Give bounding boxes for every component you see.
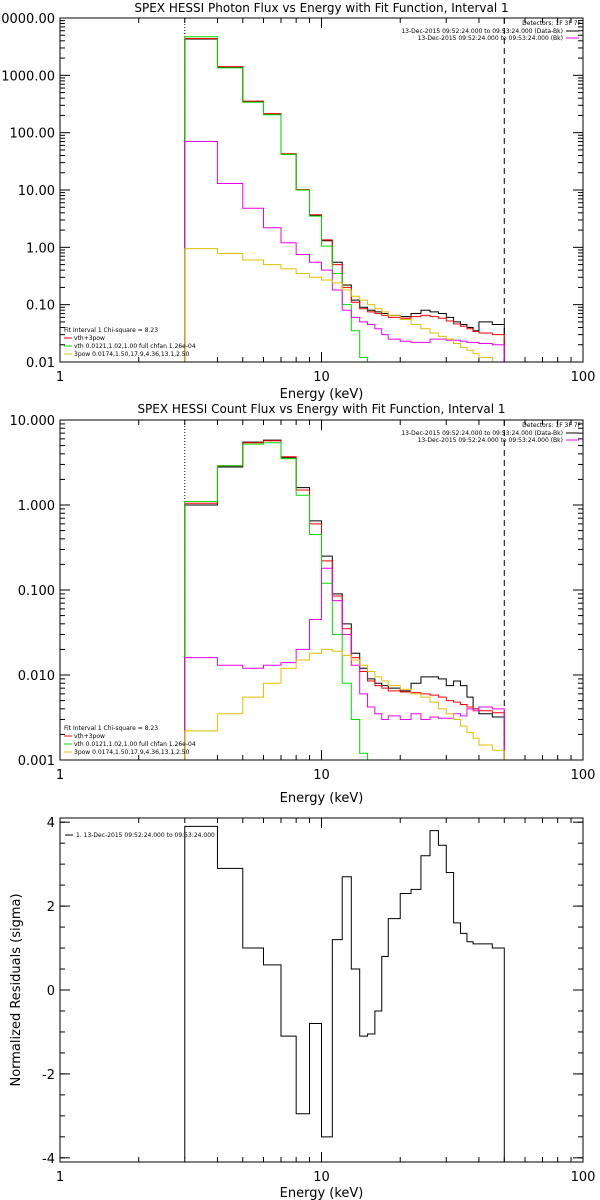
- series-magenta-line: [184, 141, 505, 362]
- series-green-line: [184, 442, 369, 760]
- x-tick-label: 10: [313, 1170, 330, 1185]
- plot-frame: [59, 419, 584, 761]
- x-tick-label: 10: [313, 768, 330, 783]
- y-tick-label: 1.00: [26, 241, 55, 256]
- legend-entry: Fit Interval 1 Chi-square = 8.23: [64, 725, 158, 732]
- plot-frame: [59, 17, 584, 363]
- series-red-line: [184, 440, 505, 760]
- series-green-line: [184, 36, 375, 362]
- legend-entry: vth+3pow: [74, 733, 105, 740]
- detector-label: Detectors: 1F 3F 7F: [522, 422, 581, 429]
- residuals-panel: Energy (keV) Normalized Residuals (sigma)…: [9, 816, 595, 1200]
- x-tick-label: 1: [56, 370, 64, 385]
- y-tick-label: 100.00: [10, 127, 56, 142]
- y-tick-label: 10000.00: [0, 12, 55, 27]
- y-tick-label: 0: [47, 984, 55, 999]
- y-tick-label: 0.001: [18, 754, 55, 769]
- y-tick-label: 1000.00: [1, 69, 55, 84]
- y-tick-label: 4: [47, 816, 55, 831]
- y-axis-label: Normalized Residuals (sigma): [9, 893, 24, 1086]
- x-tick-label: 100: [571, 1170, 596, 1185]
- series-black-line: [184, 38, 505, 362]
- series-red-line: [184, 37, 505, 362]
- y-tick-label: -4: [42, 1152, 55, 1167]
- count-flux-panel: SPEX HESSI Count Flux vs Energy with Fit…: [10, 402, 596, 806]
- x-tick-label: 10: [313, 370, 330, 385]
- y-tick-label: 1.000: [18, 499, 55, 514]
- legend-entry: 3pow 0.0174,1.50,17.9,4.36,13.1,2.50: [74, 749, 190, 756]
- y-tick-label: 0.100: [18, 584, 55, 599]
- legend-entry: 13-Dec-2015 09:52:24.000 to 09:53:24.000…: [418, 35, 563, 42]
- photon-flux-panel: SPEX HESSI Photon Flux vs Energy with Fi…: [0, 1, 595, 402]
- legend-entry: vth 0.0121,1.02,1.00 full chfan 1.26e-04: [74, 741, 196, 748]
- series-magenta-line: [184, 567, 505, 760]
- legend-entry: vth 0.0121,1.02,1.00 full chfan 1.26e-04: [74, 343, 196, 350]
- series-black-line: [184, 439, 505, 760]
- legend-entry: 13-Dec-2015 09:52:24.000 to 09:53:24.000…: [418, 437, 563, 444]
- y-tick-label: 10.00: [18, 184, 55, 199]
- x-axis-label: Energy (keV): [280, 1186, 364, 1200]
- legend-entry: vth+3pow: [74, 335, 105, 342]
- plot-frame: [59, 817, 584, 1163]
- series-yellow-line: [184, 248, 505, 362]
- y-tick-label: -2: [42, 1068, 55, 1083]
- x-tick-label: 100: [571, 768, 596, 783]
- legend-entry: 13-Dec-2015 09:52:24.000 to 09:53:24.000…: [401, 28, 563, 35]
- legend-entry: 13-Dec-2015 09:52:24.000 to 09:53:24.000…: [401, 430, 563, 437]
- legend-entry: 1. 13-Dec-2015 09:52:24.000 to 09:53:24.…: [76, 832, 215, 839]
- chart-title: SPEX HESSI Photon Flux vs Energy with Fi…: [134, 1, 508, 15]
- y-tick-label: 0.01: [26, 356, 55, 371]
- chart-title: SPEX HESSI Count Flux vs Energy with Fit…: [137, 402, 505, 416]
- x-tick-label: 100: [571, 370, 596, 385]
- legend-entry: Fit Interval 1 Chi-square = 8.23: [64, 327, 158, 334]
- series-yellow-line: [184, 648, 505, 760]
- series-black-line: [184, 825, 505, 1162]
- x-tick-label: 1: [56, 1170, 64, 1185]
- detector-label: Detectors: 1F 3F 7F: [522, 20, 581, 27]
- y-tick-label: 10.000: [10, 414, 56, 429]
- x-tick-label: 1: [56, 768, 64, 783]
- x-axis-label: Energy (keV): [280, 387, 364, 402]
- y-tick-label: 2: [47, 900, 55, 915]
- legend-entry: 3pow 0.0174,1.50,17.9,4.36,13.1,2.50: [74, 351, 190, 358]
- x-axis-label: Energy (keV): [280, 791, 364, 806]
- y-tick-label: 0.010: [18, 669, 55, 684]
- y-tick-label: 0.10: [26, 299, 55, 314]
